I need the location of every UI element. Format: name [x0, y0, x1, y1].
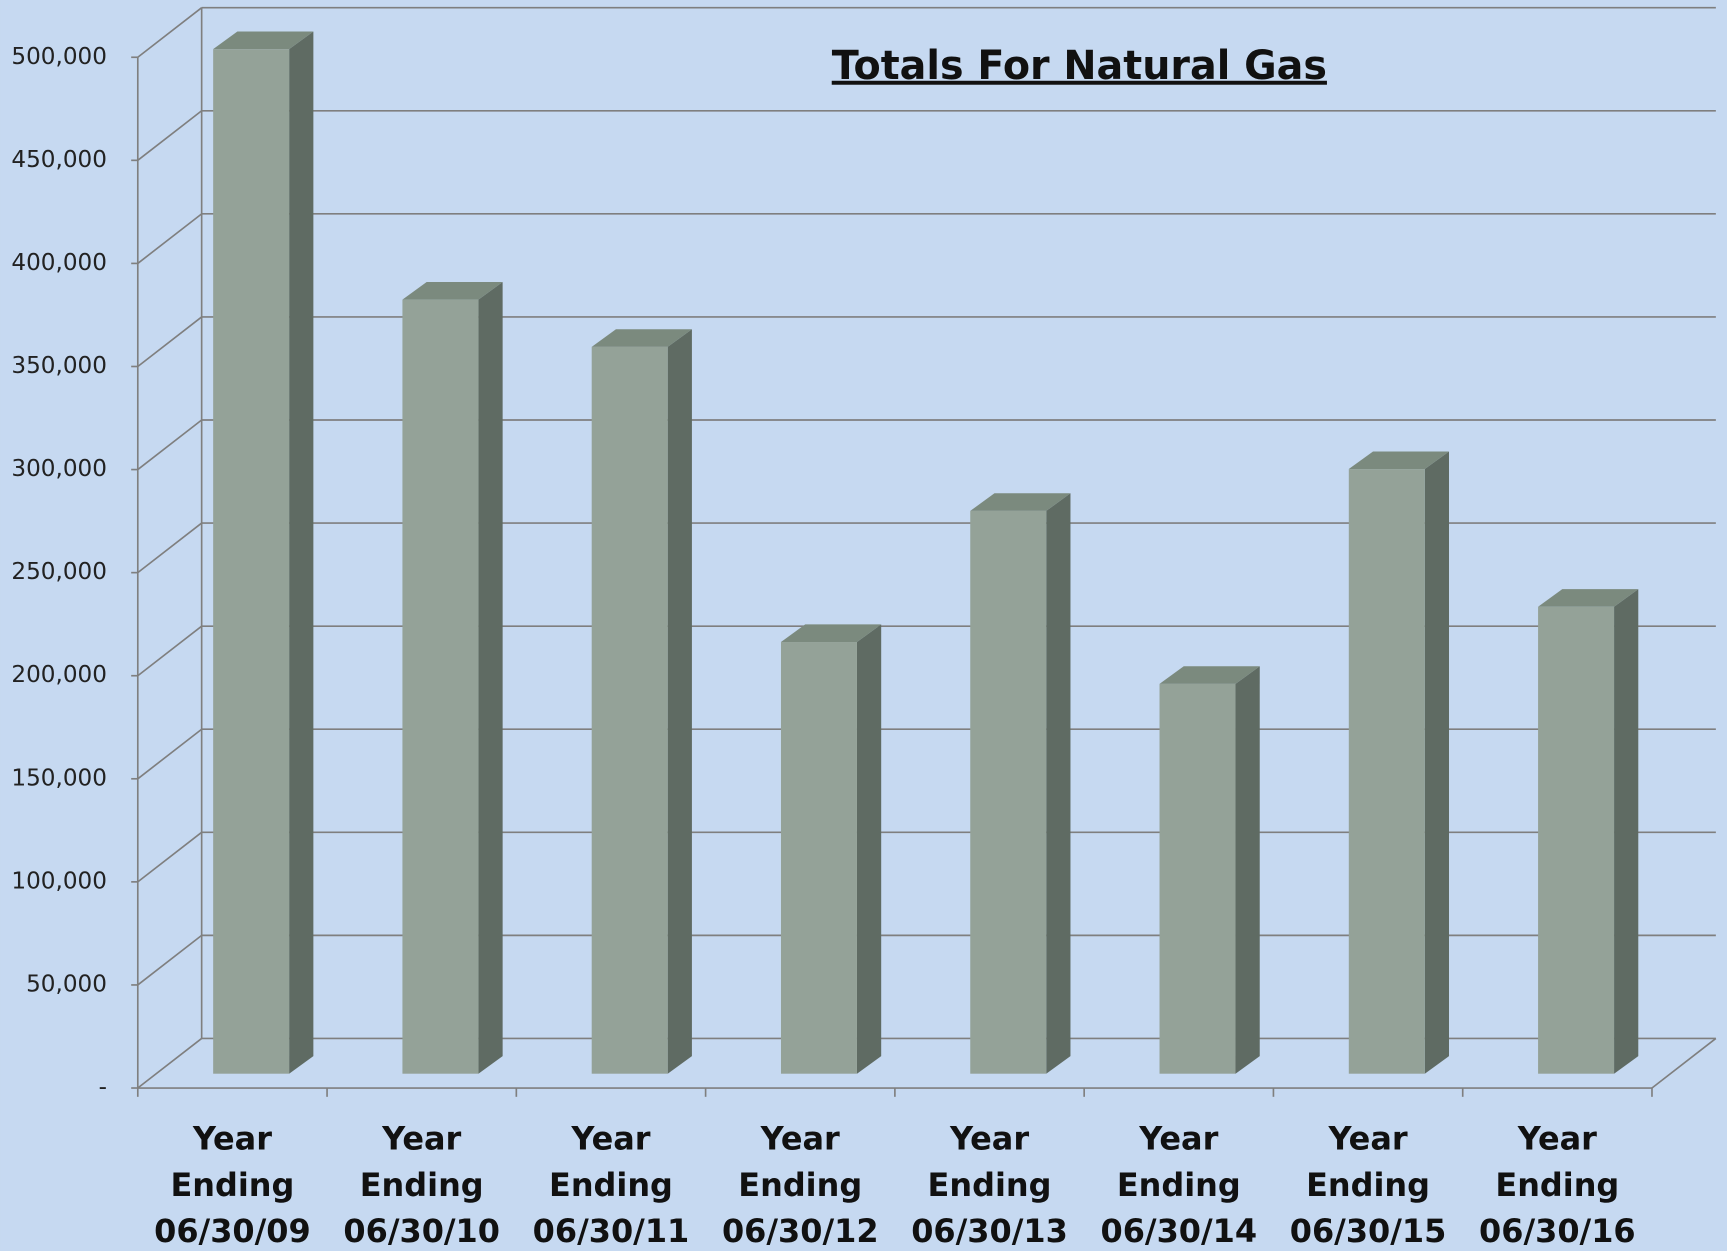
grid-diagonal	[137, 831, 203, 883]
bar-side	[289, 31, 314, 1074]
x-tick-label: Year	[192, 1120, 272, 1158]
bar-top	[213, 31, 314, 50]
grid-diagonal	[137, 110, 203, 161]
back-right-edge	[1651, 1037, 1717, 1089]
grid-diagonal	[137, 316, 203, 368]
y-tick-label: -	[99, 1075, 107, 1101]
x-tick-label: Ending	[360, 1166, 484, 1204]
x-tick-label: Year	[1517, 1120, 1597, 1158]
chart-title: Totals For Natural Gas	[832, 43, 1327, 89]
x-tick-label: Ending	[549, 1166, 673, 1204]
bar-top	[970, 493, 1071, 511]
x-tick-label: 06/30/15	[1290, 1212, 1447, 1250]
x-tick-label: 06/30/12	[722, 1212, 879, 1250]
plot: - 50,000 100,000 150,000 200,000 250,000 300,0…	[11, 6, 1717, 1250]
y-tick-label: 300,000	[11, 456, 107, 482]
grid-diagonal	[137, 625, 203, 677]
x-tick-label: Ending	[170, 1166, 294, 1204]
x-tick-label: 06/30/14	[1100, 1212, 1257, 1250]
bar	[1159, 683, 1236, 1074]
x-tick-label: Year	[570, 1120, 650, 1158]
y-tick-label: 150,000	[11, 765, 107, 791]
bar-top	[1159, 666, 1260, 684]
x-tick-label: Ending	[1306, 1166, 1430, 1204]
bar	[1538, 606, 1615, 1074]
y-tick-label: 450,000	[11, 147, 107, 173]
grid-diagonal	[137, 522, 203, 574]
bar-top	[1538, 589, 1639, 607]
grid-diagonal	[137, 419, 203, 471]
bar	[402, 299, 479, 1074]
x-tick-label: Year	[381, 1120, 461, 1158]
y-tick-label: 250,000	[11, 559, 107, 585]
y-tick-label: 350,000	[11, 353, 107, 379]
x-tick-label: Year	[949, 1120, 1029, 1158]
x-tick-label: 06/30/13	[911, 1212, 1068, 1250]
x-tick-label: 06/30/10	[343, 1212, 500, 1250]
y-tick-label: 50,000	[26, 971, 107, 997]
bar-side	[667, 329, 692, 1074]
bar-top	[402, 281, 503, 300]
bar-top	[591, 329, 692, 347]
grid-diagonal	[137, 934, 203, 986]
bar	[591, 346, 668, 1074]
y-tick-label: 400,000	[11, 250, 107, 276]
x-tick-label: Ending	[1117, 1166, 1241, 1204]
x-tick-label: Ending	[1495, 1166, 1619, 1204]
bar-top	[780, 624, 882, 643]
x-tick-label: 06/30/09	[154, 1212, 311, 1250]
x-tick-label: 06/30/11	[533, 1212, 690, 1250]
bar-side	[1046, 493, 1071, 1074]
bar-top	[1348, 451, 1450, 470]
bar-side	[478, 281, 503, 1074]
x-tick-label: Ending	[738, 1166, 862, 1204]
bar	[970, 510, 1047, 1074]
bar-side	[1424, 451, 1450, 1074]
x-tick-label: Ending	[928, 1166, 1052, 1204]
x-tick-label: Year	[760, 1120, 840, 1158]
y-tick-label: 200,000	[11, 662, 107, 688]
y-tick-label: 100,000	[11, 868, 107, 894]
x-tick-label: Year	[1328, 1120, 1408, 1158]
bar	[1348, 469, 1425, 1074]
grid-diagonal	[137, 1037, 203, 1089]
bar-side	[1235, 666, 1260, 1074]
grid-diagonal	[137, 728, 203, 780]
bar	[213, 49, 290, 1074]
x-tick-label: Year	[1138, 1120, 1218, 1158]
bar-side	[856, 624, 882, 1074]
grid-diagonal	[137, 7, 203, 58]
bar-side	[1614, 589, 1639, 1074]
x-tick-label: 06/30/16	[1479, 1212, 1636, 1250]
grid-diagonal	[137, 213, 203, 265]
bar	[780, 642, 857, 1074]
y-tick-label: 500,000	[11, 44, 107, 70]
